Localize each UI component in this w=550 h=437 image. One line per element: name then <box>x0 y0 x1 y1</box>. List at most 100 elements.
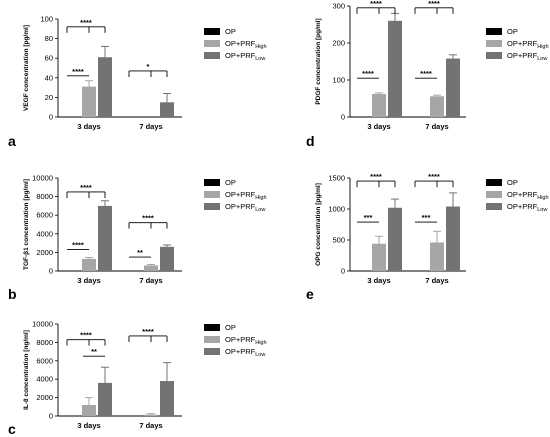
panel-a: 0 20 40 60 80 100 VEGF concentration [pg/ml] 3 … <box>8 15 267 150</box>
panel-letter: c <box>8 421 16 437</box>
panel-letter: b <box>8 286 17 302</box>
legend-label-subscript: High <box>537 195 548 201</box>
y-tick-label: 4000 <box>36 375 53 384</box>
legend-swatch <box>204 324 220 331</box>
bar <box>82 404 96 416</box>
legend-label: OP <box>225 178 236 187</box>
y-tick-label: 0 <box>49 412 53 421</box>
legend-label-main: OP+PRF <box>225 190 256 199</box>
bar <box>160 102 174 117</box>
y-tick-label: 8000 <box>36 338 53 347</box>
legend-swatch <box>204 40 220 47</box>
legend-label: OP <box>507 27 518 36</box>
panel-letter: a <box>8 133 16 149</box>
bar <box>372 94 386 117</box>
legend-swatch <box>486 179 502 186</box>
legend-label-subscript: Low <box>537 207 547 213</box>
legend-swatch <box>486 191 502 198</box>
legend-label-main: OP+PRF <box>507 51 538 60</box>
significance-label: **** <box>80 18 92 27</box>
legend-label: OP+PRFHigh <box>507 39 549 50</box>
y-tick-label: 500 <box>332 236 345 245</box>
y-tick-label: 40 <box>45 73 53 82</box>
bar <box>388 20 402 117</box>
legend-label: OP+PRFLow <box>507 202 547 213</box>
legend-label-subscript: High <box>255 195 266 201</box>
legend-label: OP+PRFLow <box>225 202 265 213</box>
legend-label-subscript: High <box>255 44 266 50</box>
y-tick-label: 0 <box>341 113 345 122</box>
bar <box>388 207 402 271</box>
bar <box>372 243 386 271</box>
y-tick-label: 2000 <box>36 393 53 402</box>
legend-label-main: OP <box>225 27 236 36</box>
y-tick-label: 60 <box>45 54 53 63</box>
legend-label-main: OP <box>507 178 518 187</box>
legend-label: OP+PRFLow <box>507 51 547 62</box>
bar <box>98 57 112 117</box>
legend-label: OP+PRFHigh <box>507 190 549 201</box>
legend-label: OP <box>225 27 236 36</box>
legend-label-main: OP+PRF <box>225 335 256 344</box>
significance-label: * <box>147 62 150 71</box>
legend-swatch <box>204 336 220 343</box>
legend-label-main: OP+PRF <box>507 190 538 199</box>
significance-label: **** <box>370 172 382 181</box>
legend-label: OP+PRFHigh <box>225 335 267 346</box>
legend-label-subscript: Low <box>537 56 547 62</box>
y-axis-label: OPG concentration [pg/ml] <box>315 183 322 266</box>
y-tick-label: 100 <box>332 76 345 85</box>
legend-swatch <box>204 348 220 355</box>
significance-label: **** <box>72 67 84 76</box>
y-tick-label: 1000 <box>328 205 345 214</box>
y-tick-label: 0 <box>49 113 53 122</box>
legend-label-main: OP <box>225 323 236 332</box>
panel-e: 0 500 1000 1500 OPG concentration [pg/ml] 3 d… <box>306 172 549 302</box>
significance-label: **** <box>420 69 432 78</box>
bar <box>446 58 460 117</box>
legend-label-main: OP+PRF <box>225 347 256 356</box>
bar <box>82 258 96 271</box>
legend-label: OP+PRFHigh <box>225 39 267 50</box>
x-category-label: 7 days <box>425 122 448 131</box>
legend-swatch <box>486 52 502 59</box>
x-category-label: 3 days <box>77 276 100 285</box>
significance-label: **** <box>80 183 92 192</box>
significance-label: **** <box>370 0 382 8</box>
legend-swatch <box>486 28 502 35</box>
y-tick-label: 0 <box>341 267 345 276</box>
legend-swatch <box>486 203 502 210</box>
significance-label: **** <box>72 241 84 250</box>
bar <box>430 96 444 117</box>
significance-label: **** <box>142 214 154 223</box>
y-tick-label: 100 <box>40 15 53 24</box>
legend-swatch <box>204 179 220 186</box>
y-tick-label: 80 <box>45 34 53 43</box>
legend-label-main: OP+PRF <box>507 202 538 211</box>
bar <box>160 381 174 416</box>
legend-label: OP <box>507 178 518 187</box>
significance-label: ** <box>137 248 143 257</box>
legend-label-subscript: High <box>255 340 266 346</box>
bar <box>160 246 174 271</box>
legend-label-main: OP+PRF <box>507 39 538 48</box>
legend-swatch <box>204 203 220 210</box>
legend-label-main: OP+PRF <box>225 202 256 211</box>
y-tick-label: 6000 <box>36 356 53 365</box>
significance-label: **** <box>142 327 154 336</box>
panel-letter: d <box>306 133 315 149</box>
y-axis-label: IL-8 concentration [ng/ml] <box>23 330 30 410</box>
legend-label-main: OP+PRF <box>225 39 256 48</box>
x-category-label: 7 days <box>139 122 162 131</box>
panel-d: 0 100 200 300 PDGF concentration [pg/ml] 3 da… <box>306 0 549 149</box>
significance-label: **** <box>362 69 374 78</box>
legend-swatch <box>204 52 220 59</box>
y-tick-label: 20 <box>45 93 53 102</box>
bar <box>98 205 112 271</box>
bar <box>82 86 96 117</box>
y-axis-label: PDGF concentration [pg/ml] <box>315 18 322 104</box>
legend-label: OP <box>225 323 236 332</box>
legend-label-subscript: Low <box>255 56 265 62</box>
x-category-label: 7 days <box>425 276 448 285</box>
